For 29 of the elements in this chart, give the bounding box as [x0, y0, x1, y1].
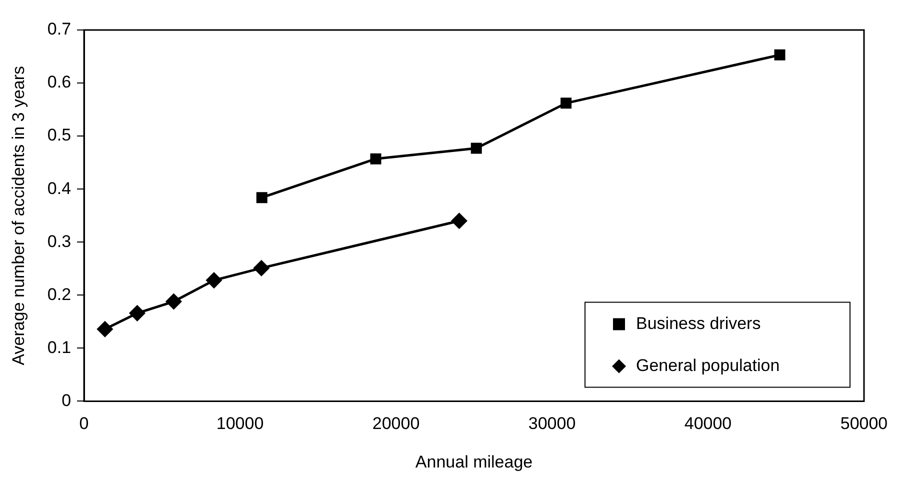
point: [774, 49, 786, 60]
point: [206, 272, 222, 288]
x-tick-label: 10000: [216, 414, 264, 434]
point: [470, 142, 482, 154]
y-tick-label: 0: [62, 390, 72, 410]
point: [254, 260, 270, 276]
point: [560, 98, 572, 109]
point: [129, 305, 145, 321]
point: [166, 294, 182, 310]
y-tick-label: 0.7: [47, 20, 72, 39]
y-tick-label: 0.3: [47, 232, 72, 251]
y-tick-label: 0.5: [47, 126, 72, 145]
y-tick-label: 0.2: [47, 284, 72, 304]
point: [97, 321, 113, 337]
y-tick-label: 0.1: [47, 338, 72, 357]
legend-label: Business drivers: [636, 314, 761, 333]
point: [451, 213, 467, 229]
y-tick-label: 0.4: [47, 178, 72, 198]
y-axis-title: Average number of accidents in 3 years: [8, 66, 28, 366]
x-tick-label: 50000: [840, 414, 888, 434]
x-axis-title: Annual mileage: [415, 452, 533, 472]
x-tick-label: 30000: [528, 414, 576, 434]
point: [256, 192, 268, 204]
legend-label: General population: [636, 356, 780, 375]
point: [370, 153, 382, 164]
x-tick-label: 0: [79, 414, 89, 434]
x-tick-label: 20000: [372, 414, 420, 434]
y-tick-label: 0.6: [47, 72, 72, 92]
x-tick-label: 40000: [684, 414, 732, 434]
